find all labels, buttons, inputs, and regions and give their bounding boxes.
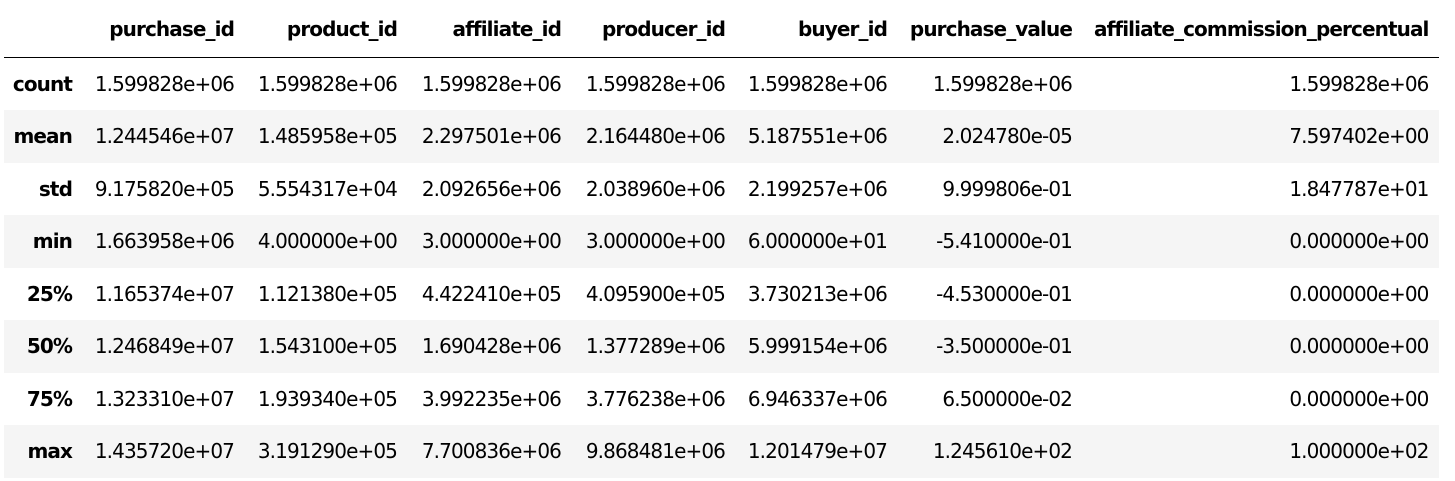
row-label-p50: 50% (26, 334, 73, 359)
cell-producer-id: 2.038960e+06 (585, 176, 726, 201)
cell-purchase-id: 1.246849e+07 (94, 334, 235, 359)
cell-affiliate-commission-percentual: 0.000000e+00 (1289, 229, 1429, 254)
cell-purchase-id: 1.244546e+07 (94, 124, 235, 149)
row-label-min: min (32, 229, 73, 254)
cell-buyer-id: 6.946337e+06 (747, 386, 888, 411)
cell-buyer-id: 1.201479e+07 (747, 439, 888, 464)
table-row: 75% 1.323310e+07 1.939340e+05 3.992235e+06 3… (4, 373, 1439, 426)
cell-purchase-value: -3.500000e-01 (936, 334, 1073, 359)
cell-affiliate-commission-percentual: 1.847787e+01 (1289, 176, 1429, 201)
cell-purchase-value: 1.245610e+02 (932, 439, 1073, 464)
cell-buyer-id: 5.187551e+06 (747, 124, 888, 149)
cell-purchase-value: 1.599828e+06 (932, 72, 1073, 96)
column-header-product-id: product_id (234, 0, 398, 58)
cell-product-id: 1.543100e+05 (257, 334, 398, 359)
table-row: 25% 1.165374e+07 1.121380e+05 4.422410e+05 4… (4, 268, 1439, 321)
cell-purchase-id: 1.323310e+07 (94, 386, 235, 411)
column-header-purchase-value: purchase_value (887, 0, 1073, 58)
table-row: max 1.435720e+07 3.191290e+05 7.700836e+06 9… (4, 425, 1439, 478)
cell-affiliate-id: 4.422410e+05 (421, 281, 562, 306)
row-label-max: max (27, 439, 72, 464)
cell-product-id: 1.599828e+06 (257, 72, 398, 96)
row-label-mean: mean (13, 124, 72, 149)
cell-affiliate-id: 3.992235e+06 (421, 386, 562, 411)
cell-producer-id: 3.000000e+00 (585, 229, 726, 254)
cell-affiliate-commission-percentual: 1.000000e+02 (1289, 439, 1429, 464)
cell-product-id: 5.554317e+04 (257, 176, 398, 201)
cell-producer-id: 2.164480e+06 (585, 124, 726, 149)
describe-table: purchase_id product_id affiliate_id prod… (4, 0, 1439, 478)
cell-product-id: 1.121380e+05 (257, 281, 398, 306)
cell-purchase-id: 1.165374e+07 (94, 281, 235, 306)
row-label-p25: 25% (26, 281, 73, 306)
cell-affiliate-commission-percentual: 1.599828e+06 (1289, 72, 1429, 96)
cell-buyer-id: 3.730213e+06 (747, 281, 888, 306)
cell-purchase-value: 9.999806e-01 (942, 176, 1073, 201)
cell-affiliate-id: 1.690428e+06 (421, 334, 562, 359)
column-header-buyer-id: buyer_id (725, 0, 888, 58)
table-row: 50% 1.246849e+07 1.543100e+05 1.690428e+06 1… (4, 320, 1439, 373)
cell-affiliate-commission-percentual: 0.000000e+00 (1289, 334, 1429, 359)
index-header (4, 0, 72, 58)
cell-purchase-id: 1.435720e+07 (94, 439, 235, 464)
cell-affiliate-id: 7.700836e+06 (421, 439, 562, 464)
cell-producer-id: 1.599828e+06 (585, 72, 726, 96)
cell-producer-id: 9.868481e+06 (585, 439, 726, 464)
table-row: mean 1.244546e+07 1.485958e+05 2.297501e+06… (4, 110, 1439, 163)
cell-affiliate-commission-percentual: 0.000000e+00 (1289, 386, 1429, 411)
cell-buyer-id: 6.000000e+01 (747, 229, 888, 254)
cell-affiliate-id: 1.599828e+06 (421, 72, 562, 96)
column-header-producer-id: producer_id (561, 0, 726, 58)
table-row: std 9.175820e+05 5.554317e+04 2.092656e+06 2… (4, 163, 1439, 216)
cell-buyer-id: 2.199257e+06 (747, 176, 888, 201)
cell-product-id: 1.939340e+05 (257, 386, 398, 411)
cell-purchase-value: 2.024780e-05 (942, 124, 1073, 149)
cell-purchase-id: 1.663958e+06 (94, 229, 235, 254)
table-header: purchase_id product_id affiliate_id prod… (4, 0, 1439, 58)
cell-purchase-value: -5.410000e-01 (936, 229, 1073, 254)
header-row: purchase_id product_id affiliate_id prod… (4, 0, 1439, 58)
cell-affiliate-id: 3.000000e+00 (421, 229, 562, 254)
cell-purchase-value: 6.500000e-02 (942, 386, 1073, 411)
column-header-affiliate-commission-percentual: affiliate_commission_percentual (1072, 0, 1439, 58)
table-body: count 1.599828e+06 1.599828e+06 1.599828e+0… (4, 58, 1439, 478)
cell-producer-id: 3.776238e+06 (585, 386, 726, 411)
row-label-std: std (38, 176, 73, 201)
row-label-count: count (12, 72, 73, 96)
cell-affiliate-commission-percentual: 7.597402e+00 (1289, 124, 1429, 149)
cell-producer-id: 1.377289e+06 (585, 334, 726, 359)
cell-producer-id: 4.095900e+05 (585, 281, 726, 306)
cell-product-id: 3.191290e+05 (257, 439, 398, 464)
cell-affiliate-id: 2.297501e+06 (421, 124, 562, 149)
table-row: min 1.663958e+06 4.000000e+00 3.000000e+00 3… (4, 215, 1439, 268)
cell-buyer-id: 1.599828e+06 (747, 72, 888, 96)
cell-affiliate-id: 2.092656e+06 (421, 176, 562, 201)
cell-product-id: 4.000000e+00 (257, 229, 398, 254)
table-row: count 1.599828e+06 1.599828e+06 1.599828e+0… (4, 58, 1439, 111)
column-header-affiliate-id: affiliate_id (397, 0, 562, 58)
cell-purchase-value: -4.530000e-01 (936, 281, 1073, 306)
cell-purchase-id: 1.599828e+06 (94, 72, 235, 96)
cell-product-id: 1.485958e+05 (257, 124, 398, 149)
cell-purchase-id: 9.175820e+05 (94, 176, 235, 201)
cell-affiliate-commission-percentual: 0.000000e+00 (1289, 281, 1429, 306)
row-label-p75: 75% (26, 386, 73, 411)
cell-buyer-id: 5.999154e+06 (747, 334, 888, 359)
column-header-purchase-id: purchase_id (72, 0, 235, 58)
